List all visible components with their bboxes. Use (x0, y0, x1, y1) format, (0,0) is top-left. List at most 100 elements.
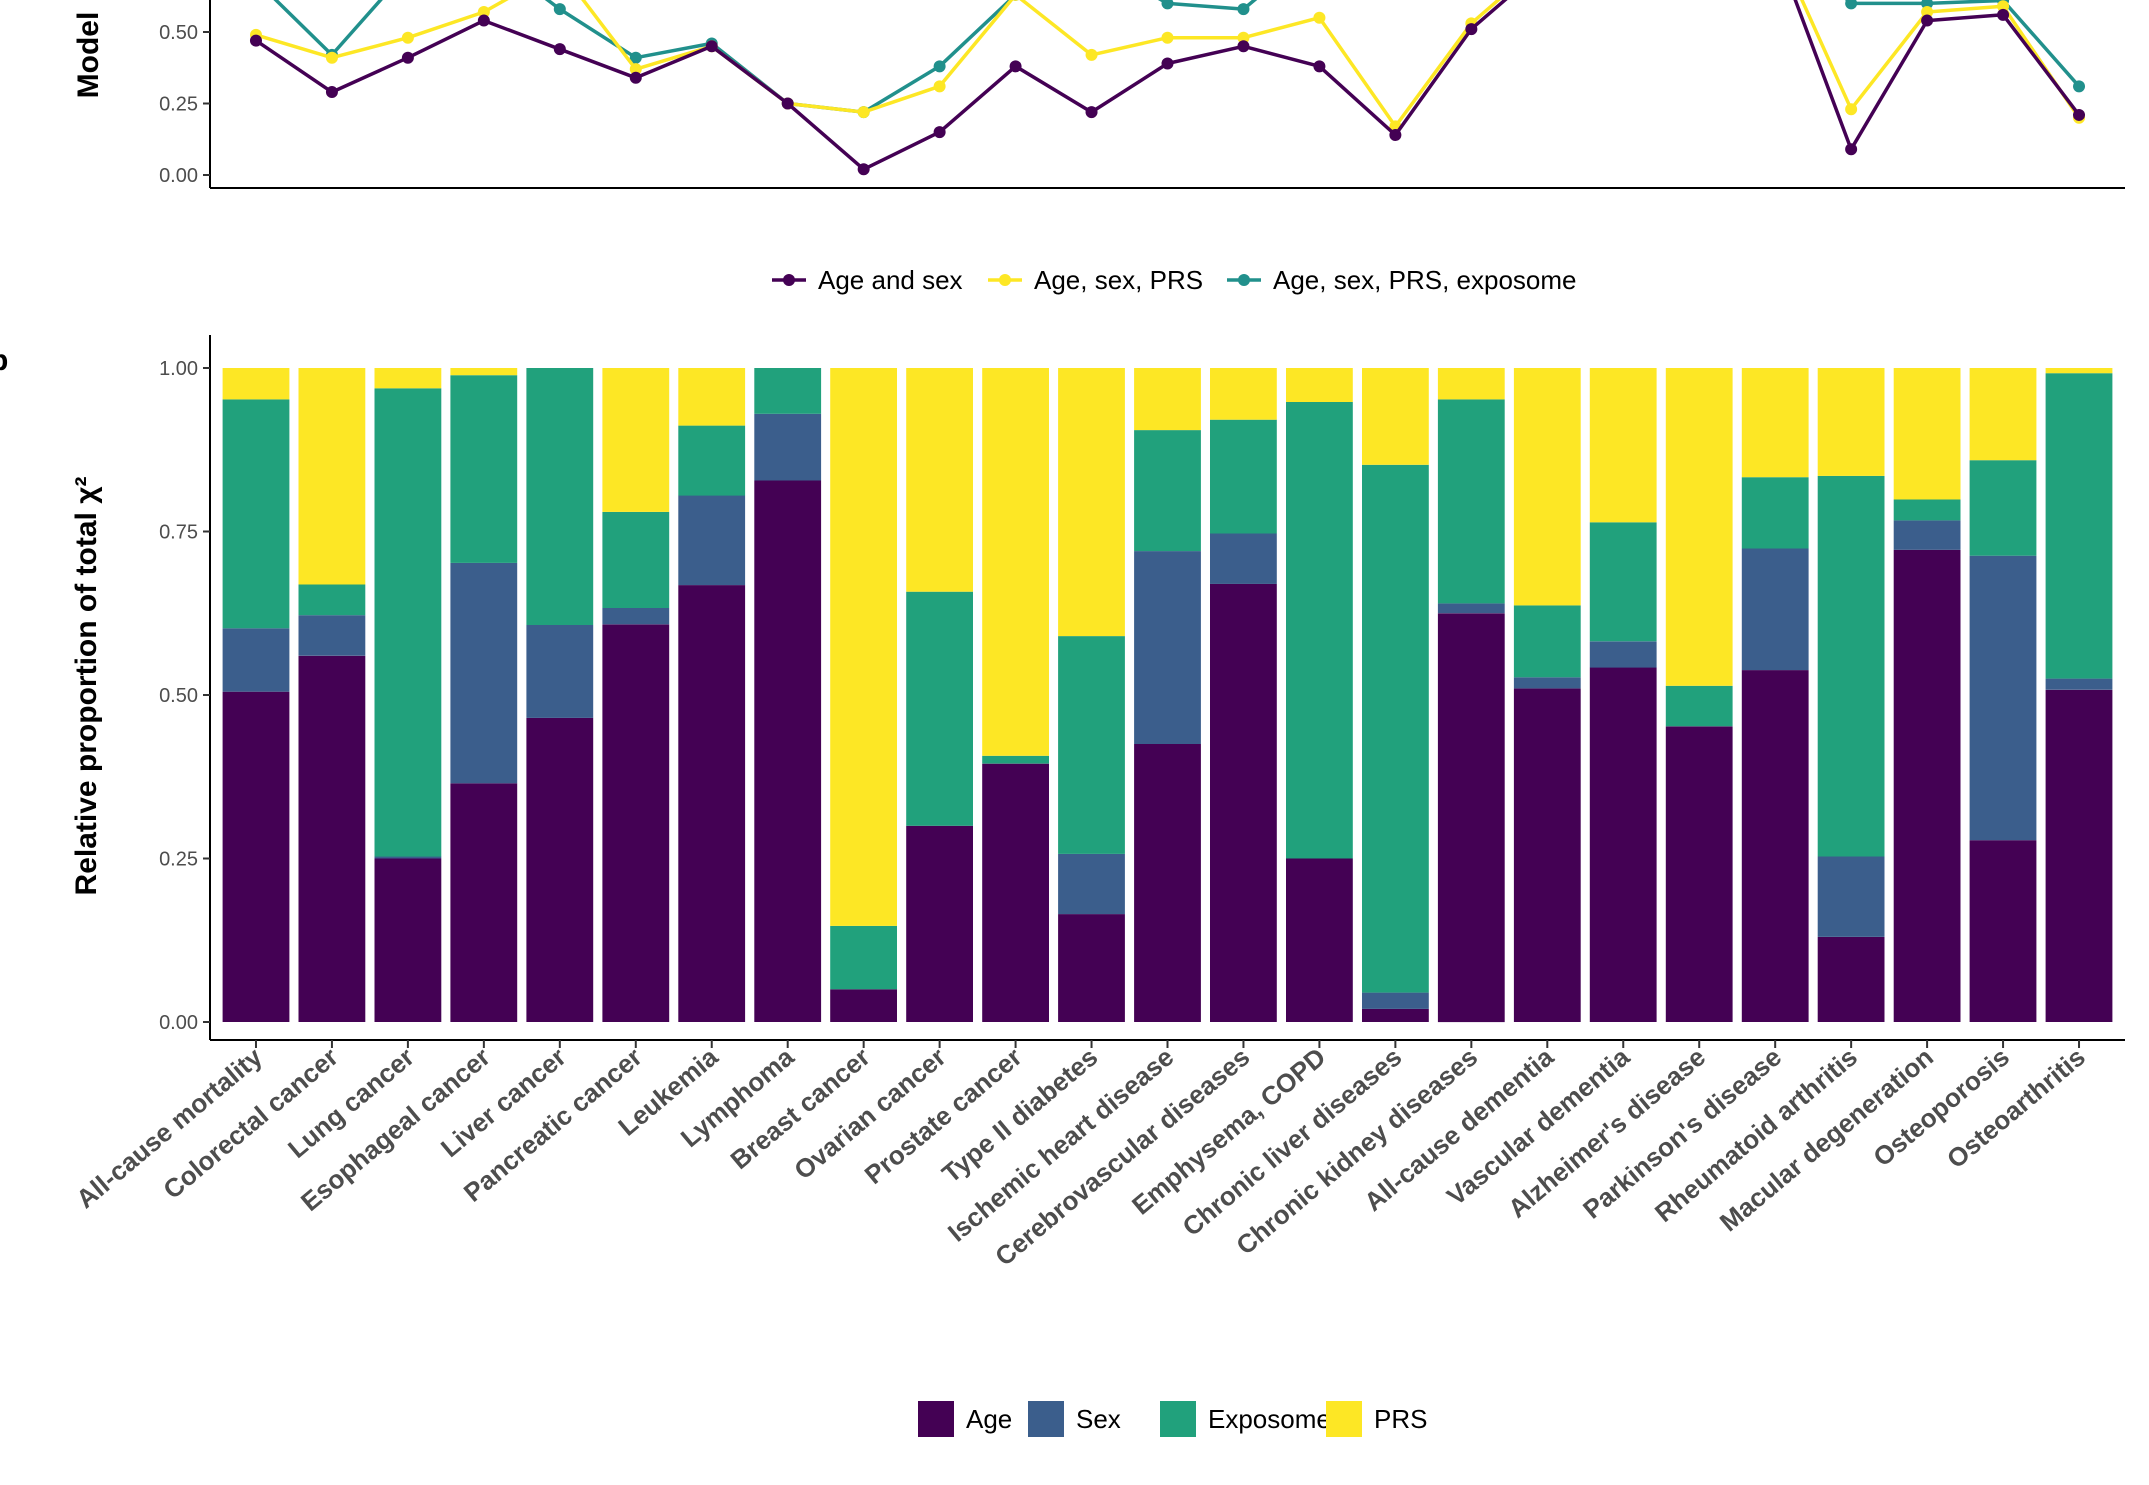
bar-segment-exposome (1134, 430, 1201, 552)
line-point (857, 163, 870, 176)
bar-segment-sex (602, 608, 670, 625)
line-point (629, 63, 642, 76)
bar-segment-prs (1286, 368, 1353, 402)
line-point (1845, 143, 1858, 156)
line-y-tick-label: 0.00 (159, 165, 198, 187)
line-point (1997, 0, 2010, 13)
line-point (857, 106, 870, 119)
bar-segment-age (1513, 688, 1581, 1022)
bar-segment-exposome (1589, 522, 1657, 642)
legend-line-chart: Age and sex Age, sex, PRS Age, sex, PRS, e… (772, 265, 1576, 295)
bar-segment-prs (1665, 368, 1733, 686)
bar-segment-age (1058, 914, 1125, 1022)
legend-item-exposome: Exposome (1160, 1401, 1331, 1437)
bar-stack-lung-cancer (374, 368, 442, 1022)
line-point (325, 86, 338, 99)
bar-segment-prs (1058, 368, 1125, 637)
line-y-tick-label: 0.50 (159, 22, 198, 44)
bar-segment-age (526, 717, 594, 1022)
bar-stack-emphysema-copd (1286, 368, 1353, 1022)
line-path-age-sex-prs-exposome (273, 0, 2081, 114)
line-point (629, 71, 642, 84)
panel-a-line-chart: 0.00 0.25 0.50 Model (72, 0, 2125, 189)
bar-stack-lymphoma (754, 368, 822, 1022)
bar-stack-osteoarthritis (2045, 368, 2113, 1022)
bar-segment-prs (374, 368, 442, 389)
bar-segment-exposome (982, 755, 1049, 764)
bar-stack-parkinson-s-disease (1741, 368, 1809, 1022)
bar-segment-exposome (830, 925, 897, 990)
bar-stack-rheumatoid-arthritis (1817, 368, 1885, 1022)
bar-y-tick-label: 0.50 (159, 685, 198, 707)
legend-label: Age, sex, PRS (1034, 265, 1203, 295)
bar-stack-esophageal-cancer (450, 368, 518, 1022)
legend-point-swatch (783, 274, 795, 286)
bar-segment-age (1893, 549, 1961, 1022)
bar-segment-exposome (602, 511, 670, 608)
bar-segment-sex (678, 495, 746, 586)
bar-segment-age (1437, 613, 1505, 1023)
bar-segment-prs (830, 368, 897, 926)
line-point (1161, 31, 1174, 44)
bar-segment-sex (1437, 603, 1505, 614)
bar-segment-age (1134, 744, 1201, 1022)
line-point (1237, 40, 1250, 53)
legend-swatch (1326, 1401, 1362, 1437)
bar-segment-exposome (298, 584, 366, 616)
legend-bar-chart: Age Sex Exposome PRS (918, 1401, 1427, 1437)
line-point (933, 80, 946, 93)
bar-segment-exposome (1741, 477, 1809, 549)
line-point (477, 5, 490, 18)
bar-segment-sex (374, 856, 442, 859)
bar-segment-prs (678, 368, 746, 426)
bar-segment-prs (298, 368, 366, 585)
bar-y-tick-label: 0.75 (159, 522, 198, 544)
bar-segment-sex (526, 625, 594, 718)
bar-stack-pancreatic-cancer (602, 368, 670, 1022)
line-point (553, 43, 566, 56)
bar-segment-age (1589, 667, 1657, 1022)
legend-item-prs: PRS (1326, 1401, 1427, 1437)
bar-segment-prs (906, 368, 973, 592)
bar-segment-exposome (678, 425, 746, 496)
bar-x-tick-label: Osteoarthritis (1941, 1042, 2091, 1175)
line-point (1313, 60, 1326, 73)
bar-segment-age (830, 989, 897, 1022)
bar-segment-age (1969, 840, 2037, 1022)
bar-segment-exposome (1969, 460, 2037, 556)
bar-stack-all-cause-dementia (1513, 368, 1581, 1022)
bar-stack-vascular-dementia (1589, 368, 1657, 1022)
bar-segment-age (1741, 670, 1809, 1022)
line-point (1012, 0, 1019, 1)
bar-stack-chronic-liver-diseases (1362, 368, 1429, 1022)
bar-segment-age (678, 585, 746, 1022)
line-point (249, 34, 262, 47)
bar-segment-exposome (1362, 464, 1429, 993)
bar-segment-sex (450, 562, 518, 784)
bar-segment-exposome (1665, 685, 1733, 727)
legend-item-age-sex-prs: Age, sex, PRS (988, 265, 1203, 295)
bar-segment-age (1286, 858, 1353, 1022)
bar-segment-age (1210, 583, 1277, 1022)
bar-segment-age (982, 763, 1049, 1022)
legend-label: Age, sex, PRS, exposome (1273, 265, 1576, 295)
line-path-age-and-sex (255, 0, 2081, 172)
bar-stack-cerebrovascular-diseases (1210, 368, 1277, 1022)
bar-segment-prs (1210, 368, 1277, 420)
bar-segment-exposome (450, 375, 518, 563)
bar-segment-sex (754, 413, 822, 481)
bar-segment-exposome (374, 388, 442, 857)
bar-segment-age (1665, 726, 1733, 1022)
bar-segment-age (298, 655, 366, 1022)
bar-y-tick-label: 1.00 (159, 358, 198, 380)
legend-item-age-and-sex: Age and sex (772, 265, 963, 295)
bar-segment-sex (1589, 641, 1657, 668)
bar-stack-macular-degeneration (1893, 368, 1961, 1022)
legend-item-age-sex-prs-exposome: Age, sex, PRS, exposome (1227, 265, 1576, 295)
bar-segment-prs (982, 368, 1049, 756)
bar-segment-sex (222, 628, 290, 692)
bar-segment-prs (602, 368, 670, 512)
bar-segment-exposome (1817, 475, 1885, 857)
line-point (781, 97, 794, 110)
legend-swatch (1160, 1401, 1196, 1437)
